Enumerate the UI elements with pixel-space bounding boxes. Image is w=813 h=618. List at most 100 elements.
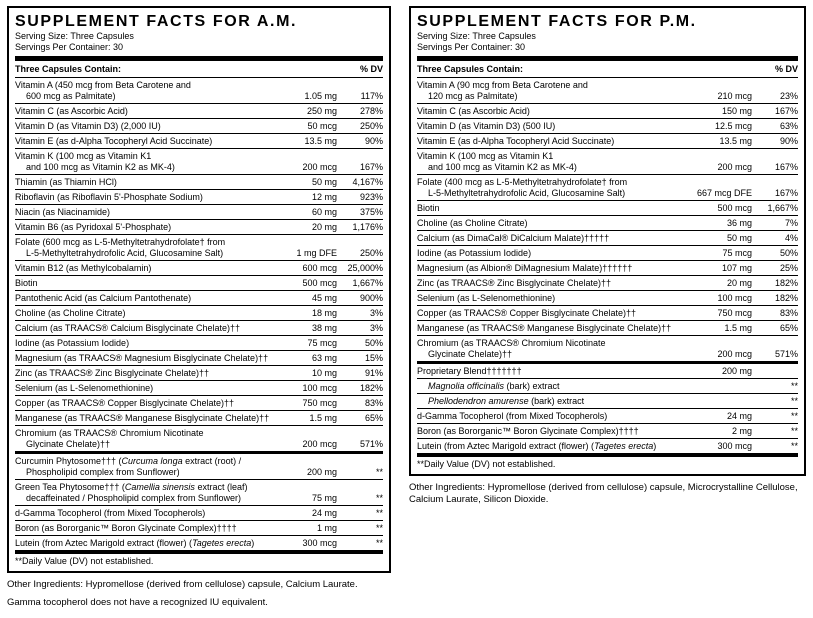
ingredient-name: d-Gamma Tocopherol (from Mixed Tocophero… xyxy=(15,508,206,518)
column-header-dv: % DV xyxy=(359,64,383,74)
ingredient-name: Vitamin D (as Vitamin D3) (500 IU) xyxy=(417,121,556,131)
table-row: Manganese (as TRAACS® Manganese Bisglyci… xyxy=(417,320,798,335)
ingredient-name: Boron (as Bororganic™ Boron Glycinate Co… xyxy=(417,426,639,436)
panel-title-pm: SUPPLEMENT FACTS FOR P.M. xyxy=(417,13,697,30)
ingredient-dv: 923% xyxy=(359,192,383,202)
ingredient-dv: 65% xyxy=(779,323,798,333)
table-row: Copper (as TRAACS® Copper Bisglycinate C… xyxy=(15,395,383,410)
ingredient-amount: 13.5 mg xyxy=(719,136,752,146)
ingredient-amount: 24 mg xyxy=(726,411,752,421)
ingredient-dv: ** xyxy=(375,493,383,503)
table-row: Choline (as Choline Citrate) 18 mg 3% xyxy=(15,305,383,320)
ingredient-amount: 200 mg xyxy=(721,366,752,376)
ingredient-amount: 200 mg xyxy=(306,467,337,477)
column-header-contain: Three Capsules Contain: xyxy=(417,64,524,74)
pm-supplement-facts-panel: SUPPLEMENT FACTS FOR P.M. Serving Size: … xyxy=(409,6,806,476)
ingredient-dv: 250% xyxy=(359,248,383,258)
table-row: Chromium (as TRAACS® Chromium Nicotinate… xyxy=(15,425,383,451)
table-row: Boron (as Bororganic™ Boron Glycinate Co… xyxy=(15,520,383,535)
ingredient-dv: 1,667% xyxy=(352,278,383,288)
table-row: Magnesium (as Albion® DiMagnesium Malate… xyxy=(417,260,798,275)
ingredient-name: Magnesium (as Albion® DiMagnesium Malate… xyxy=(417,263,633,273)
ingredient-amount: 107 mg xyxy=(721,263,752,273)
ingredient-name: Vitamin C (as Ascorbic Acid) xyxy=(15,106,128,116)
ingredient-dv: 25,000% xyxy=(347,263,383,273)
ingredient-name: Curcumin Phytosome††† (Curcuma longa ext… xyxy=(15,456,242,477)
ingredient-amount: 12 mg xyxy=(311,192,337,202)
ingredient-amount: 20 mg xyxy=(311,222,337,232)
ingredient-dv: 83% xyxy=(779,308,798,318)
ingredient-amount: 500 mcg xyxy=(302,278,337,288)
ingredient-amount: 2 mg xyxy=(731,426,752,436)
ingredient-name: Lutein (from Aztec Marigold extract (flo… xyxy=(15,538,255,548)
ingredient-amount: 200 mcg xyxy=(717,349,752,359)
ingredient-rows-pm: Vitamin A (90 mcg from Beta Carotene and… xyxy=(417,78,798,453)
ingredient-name: Vitamin E (as d-Alpha Tocopheryl Acid Su… xyxy=(15,136,213,146)
ingredient-name: Vitamin B6 (as Pyridoxal 5'-Phosphate) xyxy=(15,222,172,232)
servings-per-container-am: Servings Per Container: 30 xyxy=(15,42,124,52)
ingredient-amount: 38 mg xyxy=(311,323,337,333)
ingredient-dv: 50% xyxy=(364,338,383,348)
ingredient-dv: ** xyxy=(375,538,383,548)
ingredient-dv: 63% xyxy=(779,121,798,131)
ingredient-name: d-Gamma Tocopherol (from Mixed Tocophero… xyxy=(417,411,608,421)
ingredient-dv: 167% xyxy=(774,188,798,198)
table-row: Vitamin K (100 mcg as Vitamin K1 and 100 … xyxy=(417,148,798,174)
table-row: Vitamin E (as d-Alpha Tocopheryl Acid Su… xyxy=(417,133,798,148)
ingredient-name: Biotin xyxy=(15,278,38,288)
table-row: Vitamin D (as Vitamin D3) (2,000 IU) 50 m… xyxy=(15,118,383,133)
ingredient-dv: ** xyxy=(790,441,798,451)
ingredient-dv: ** xyxy=(790,426,798,436)
ingredient-name: Iodine (as Potassium Iodide) xyxy=(417,248,532,258)
table-row: d-Gamma Tocopherol (from Mixed Tocophero… xyxy=(15,505,383,520)
ingredient-amount: 667 mcg DFE xyxy=(696,188,752,198)
ingredient-name: Chromium (as TRAACS® Chromium Nicotinate… xyxy=(417,338,606,359)
ingredient-name: Green Tea Phytosome††† (Camellia sinensi… xyxy=(15,482,248,503)
ingredient-dv: 182% xyxy=(774,278,798,288)
ingredient-dv: 15% xyxy=(364,353,383,363)
dv-footnote-am: **Daily Value (DV) not established. xyxy=(15,556,154,566)
ingredient-amount: 75 mcg xyxy=(307,338,337,348)
ingredient-dv: ** xyxy=(790,396,798,406)
table-row: Vitamin C (as Ascorbic Acid) 150 mg 167% xyxy=(417,103,798,118)
ingredient-name: Vitamin K (100 mcg as Vitamin K1 and 100 … xyxy=(417,151,577,172)
ingredient-amount: 75 mg xyxy=(311,493,337,503)
ingredient-amount: 200 mcg xyxy=(302,439,337,449)
serving-size-am: Serving Size: Three Capsules xyxy=(15,31,134,41)
ingredient-name: Vitamin C (as Ascorbic Acid) xyxy=(417,106,530,116)
ingredient-amount: 1.05 mg xyxy=(304,91,337,101)
pm-section: SUPPLEMENT FACTS FOR P.M. Serving Size: … xyxy=(409,6,806,506)
ingredient-amount: 600 mcg xyxy=(302,263,337,273)
table-row: Green Tea Phytosome††† (Camellia sinensi… xyxy=(15,479,383,505)
ingredient-dv: 117% xyxy=(360,91,383,101)
ingredient-name: Zinc (as TRAACS® Zinc Bisglycinate Chela… xyxy=(15,368,210,378)
ingredient-dv: 167% xyxy=(774,106,798,116)
ingredient-dv: 90% xyxy=(779,136,798,146)
ingredient-dv: 91% xyxy=(364,368,383,378)
ingredient-dv: 571% xyxy=(774,349,798,359)
ingredient-amount: 18 mg xyxy=(311,308,337,318)
ingredient-amount: 750 mcg xyxy=(717,308,752,318)
table-row: Calcium (as TRAACS® Calcium Bisglycinate… xyxy=(15,320,383,335)
ingredient-name: Vitamin K (100 mcg as Vitamin K1 and 100 … xyxy=(15,151,175,172)
ingredient-amount: 210 mcg xyxy=(717,91,752,101)
ingredient-name: Biotin xyxy=(417,203,440,213)
ingredient-name: Iodine (as Potassium Iodide) xyxy=(15,338,130,348)
ingredient-name: Manganese (as TRAACS® Manganese Bisglyci… xyxy=(15,413,270,423)
table-row: Vitamin B12 (as Methylcobalamin) 600 mcg 2… xyxy=(15,260,383,275)
ingredient-amount: 60 mg xyxy=(311,207,337,217)
ingredient-amount: 24 mg xyxy=(311,508,337,518)
table-row: Vitamin B6 (as Pyridoxal 5'-Phosphate) 20… xyxy=(15,219,383,234)
ingredient-dv: 182% xyxy=(774,293,798,303)
ingredient-amount: 1 mg xyxy=(316,523,337,533)
table-row: Vitamin E (as d-Alpha Tocopheryl Acid Su… xyxy=(15,133,383,148)
ingredient-dv: 167% xyxy=(359,162,383,172)
ingredient-name: Vitamin A (450 mcg from Beta Carotene an… xyxy=(15,80,191,101)
ingredient-amount: 100 mcg xyxy=(302,383,337,393)
ingredient-name: Calcium (as TRAACS® Calcium Bisglycinate… xyxy=(15,323,241,333)
blend-sub-row: Phellodendron amurense (bark) extract ** xyxy=(417,393,798,408)
table-row: Calcium (as DimaCal® DiCalcium Malate)††… xyxy=(417,230,798,245)
ingredient-name: Thiamin (as Thiamin HCl) xyxy=(15,177,117,187)
ingredient-name: Vitamin A (90 mcg from Beta Carotene and… xyxy=(417,80,588,101)
